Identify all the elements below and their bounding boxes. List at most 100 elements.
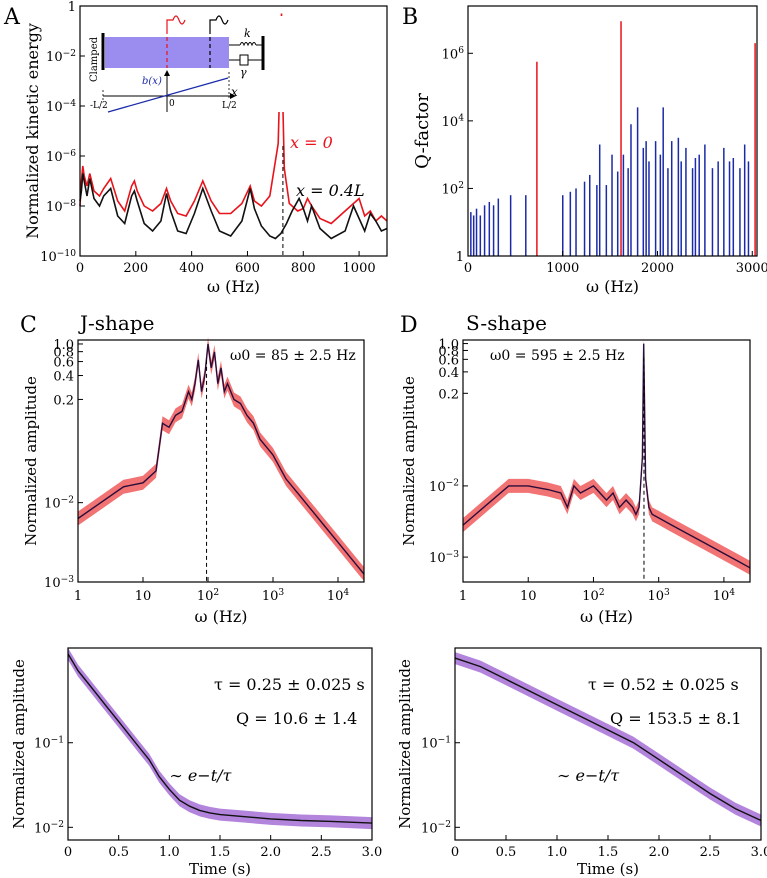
x-axis-label: Time (s)	[577, 860, 639, 878]
series-line-x0	[79, 13, 388, 225]
right-end-label: L/2	[222, 101, 237, 111]
spectrum-line	[77, 343, 365, 575]
red-probe-icon	[166, 15, 186, 30]
label-x04: x = 0.4L	[296, 181, 365, 200]
plot-frame	[79, 5, 388, 257]
x-tick-label: 1.0	[547, 845, 568, 860]
panel-label-c: C	[20, 313, 37, 338]
x-tick-label: 3.0	[362, 845, 383, 860]
y-tick-label: 1	[456, 250, 464, 265]
panel-label-a: A	[3, 5, 21, 30]
x-tick-label: 1.0	[159, 845, 180, 860]
tau-annotation: τ = 0.52 ± 0.025 s	[588, 675, 739, 694]
x-tick-label: 1.5	[598, 845, 619, 860]
peak-annotation: ω0 = 595 ± 2.5 Hz	[490, 348, 625, 364]
y-tick-label: 10−3	[44, 575, 74, 591]
spectrum-line	[462, 343, 751, 569]
x-axis-label: ω (Hz)	[207, 277, 260, 296]
y-tick-label: 10−2	[421, 820, 451, 836]
beam-schematic-inset: Clamped k γ x b(x) -L/2 0 L/2	[85, 15, 293, 113]
x-tick-label: 102	[582, 588, 604, 604]
y-tick-label: 10−6	[46, 149, 76, 165]
x-axis-label: ω (Hz)	[586, 277, 639, 296]
y-tick-label: 10−2	[429, 479, 459, 495]
y-tick-label: 0.2	[438, 387, 459, 402]
x-tick-label: 3.0	[751, 845, 767, 860]
spring-label: k	[244, 27, 251, 40]
origin-label: 0	[169, 99, 175, 109]
x-tick-label: 2.5	[700, 845, 721, 860]
panel-c-chart: 1 10 102 103 104 1.00.80.60.4 0.2 10−2 10−3 ω0 = …	[22, 337, 365, 626]
y-tick-label: 1.0	[438, 338, 459, 353]
b-profile-line	[107, 77, 229, 113]
y-axis-label: Normalized amplitude	[396, 659, 414, 829]
y-tick-label: 0.2	[53, 393, 74, 408]
y-tick-label: 1	[68, 0, 76, 15]
y-tick-label: 10−1	[421, 736, 451, 752]
x-tick-label: 103	[648, 588, 671, 604]
x-axis-label: x	[231, 85, 238, 99]
y-tick-label: 10−2	[44, 495, 74, 511]
y-tick-label: 0.6	[438, 353, 459, 368]
y-axis-label: Normalized amplitude	[22, 376, 40, 546]
decay-line	[454, 657, 762, 822]
x-tick-label: 1000	[546, 261, 579, 276]
y-tick-label: 106	[442, 46, 465, 62]
plot-frame	[467, 5, 758, 257]
x-tick-label: 104	[327, 588, 350, 604]
spring-icon	[239, 42, 257, 47]
q-annotation: Q = 153.5 ± 8.1	[610, 709, 742, 728]
x-tick-label: 1.5	[210, 845, 231, 860]
x-axis-label: ω (Hz)	[580, 607, 633, 626]
x-tick-label: 200	[123, 261, 148, 276]
y-tick-label: 1.0	[53, 338, 74, 353]
x-tick-label: 400	[179, 261, 204, 276]
y-tick-label: 10−8	[46, 199, 76, 215]
b-profile-label: b(x)	[142, 76, 162, 87]
y-tick-label: 10−2	[46, 49, 76, 65]
panel-c-decay-chart: 0 0.5 1.0 1.5 2.0 2.5 3.0 10−1 10−2 τ = 0.25 ± 0.…	[10, 647, 383, 878]
x-tick-label: 0.5	[496, 845, 517, 860]
y-axis-label: Normalized amplitude	[400, 376, 418, 546]
x-tick-label: 2000	[641, 261, 674, 276]
y-tick-label: 102	[442, 181, 464, 197]
peak-annotation: ω0 = 85 ± 2.5 Hz	[230, 348, 356, 364]
y-tick-label: 10−10	[40, 249, 76, 265]
x-axis-label: ω (Hz)	[195, 607, 248, 626]
y-tick-label: 10−1	[34, 736, 64, 752]
x-tick-label: 10	[135, 589, 152, 604]
label-x0: x = 0	[290, 133, 333, 152]
spectrum-error-band	[463, 336, 750, 575]
x-tick-label: 2.0	[260, 845, 281, 860]
y-tick-label: 0.4	[53, 370, 74, 385]
panel-d-chart: 1 10 102 103 104 1.00.80.60.4 0.2 10−2 10−3 ω0 = …	[400, 336, 751, 626]
decay-error-band	[455, 652, 761, 827]
title-j-shape: J-shape	[78, 311, 154, 335]
y-tick-label: 10−3	[429, 550, 459, 566]
x-axis-label: Time (s)	[189, 860, 251, 878]
x-tick-label: 0	[464, 261, 472, 276]
x-tick-label: 102	[197, 588, 219, 604]
panel-b-chart: 0 1000 2000 3000 1 102 104 106 ω (Hz) Q-factor	[412, 5, 767, 296]
x-tick-label: 10	[520, 589, 537, 604]
y-tick-label: 10−2	[34, 820, 64, 836]
panel-label-d: D	[400, 313, 418, 338]
panel-a-chart: 0 200 400 600 800 1000 1 10−2 10−4 10−6 10−8 10−10 x…	[23, 0, 388, 296]
y-tick-label: 0.8	[438, 344, 459, 359]
panel-label-b: B	[402, 5, 418, 30]
y-tick-label: 10−4	[46, 99, 76, 115]
damper-label: γ	[240, 66, 247, 79]
title-s-shape: S-shape	[466, 311, 547, 335]
clamped-label: Clamped	[89, 36, 100, 82]
series-line-x04	[79, 173, 388, 240]
q-annotation: Q = 10.6 ± 1.4	[236, 709, 357, 728]
y-tick-label: 104	[442, 114, 465, 130]
exp-fit-annotation: ∼ e−t/τ	[169, 766, 232, 785]
x-tick-label: 103	[262, 588, 285, 604]
x-tick-label: 0	[64, 845, 72, 860]
y-axis-label: Normalized kinetic energy	[23, 23, 42, 239]
x-tick-label: 1	[459, 589, 467, 604]
x-tick-label: 2.0	[649, 845, 670, 860]
x-tick-label: 2.5	[311, 845, 332, 860]
y-tick-label: 0.4	[438, 366, 459, 381]
